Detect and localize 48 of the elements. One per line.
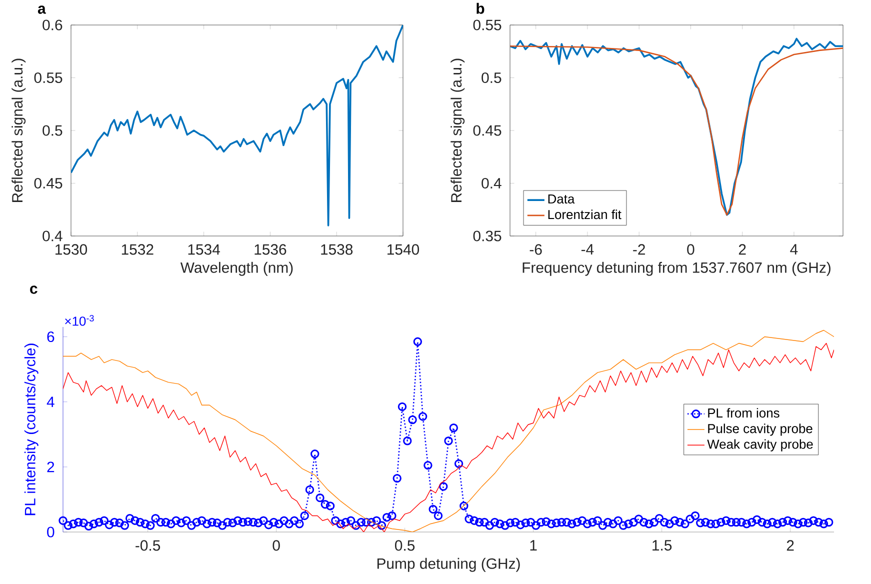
- y-tick-label: 0.45: [34, 178, 62, 189]
- y-axis-title: PL intensity (counts/cycle): [24, 344, 38, 516]
- x-tick-label: -0.5: [136, 540, 160, 551]
- legend-label: PL from ions: [708, 408, 780, 418]
- y-tick-label: 0.35: [473, 230, 502, 242]
- x-tick-label: 1.5: [652, 540, 672, 551]
- y-tick-label: 0.6: [42, 20, 62, 30]
- y-tick-label: 0.45: [473, 125, 502, 136]
- legend-label: Data: [548, 194, 575, 204]
- x-axis-title: Pump detuning (GHz): [377, 558, 520, 572]
- line-series: [71, 24, 404, 226]
- x-tick-label: 0: [687, 244, 694, 255]
- y-axis-title: Reflected signal (a.u.): [12, 58, 26, 202]
- legend-label: Pulse cavity probe: [708, 424, 812, 436]
- y-tick-label: 0: [47, 526, 54, 538]
- y-tick-label: 0.4: [482, 178, 502, 189]
- x-tick-label: 1536: [254, 244, 286, 255]
- x-axis-title: Frequency detuning from 1537.7607 nm (GHz): [522, 262, 830, 276]
- x-tick-label: 1530: [56, 244, 88, 255]
- x-tick-label: 1540: [388, 244, 420, 255]
- y-tick-label: 2: [47, 462, 54, 472]
- y-tick-label: 4: [46, 396, 54, 407]
- x-tick-label: 1534: [188, 244, 220, 255]
- x-tick-label: 0: [272, 540, 280, 551]
- x-tick-label: 1532: [122, 244, 154, 255]
- x-tick-label: -4: [581, 244, 594, 254]
- legend-label: Weak cavity probe: [707, 439, 813, 452]
- x-tick-label: 2: [786, 540, 794, 551]
- x-tick-label: 4: [790, 244, 798, 254]
- chart-title: b: [476, 2, 484, 14]
- y-tick-label: 0.5: [42, 125, 62, 136]
- legend-label: Lorentzian fit: [548, 210, 622, 220]
- y-tick-label: 6: [47, 331, 54, 342]
- x-tick-label: 1538: [321, 244, 353, 255]
- x-tick-label: 2: [738, 244, 746, 255]
- chart-title: c: [30, 286, 38, 294]
- y-tick-label: 0.5: [482, 72, 502, 84]
- text: ×10$^{-3}$: [65, 315, 94, 326]
- chart-title: a: [38, 6, 46, 14]
- x-tick-label: -6: [530, 244, 542, 255]
- x-tick-label: -2: [633, 244, 645, 255]
- y-axis-title: Reflected signal (a.u.): [450, 58, 465, 202]
- x-tick-label: 1: [530, 540, 537, 550]
- x-tick-label: 0.5: [395, 540, 415, 551]
- y-tick-label: 0.4: [42, 230, 62, 242]
- y-tick-label: 0.55: [34, 72, 62, 84]
- x-axis-title: Wavelength (nm): [180, 262, 293, 276]
- y-tick-label: 0.55: [473, 20, 502, 30]
